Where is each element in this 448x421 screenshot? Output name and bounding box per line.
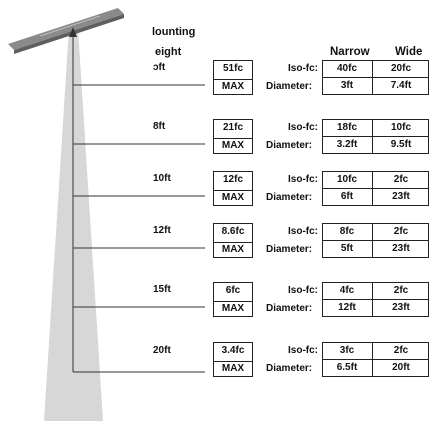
table-bottom-border xyxy=(322,376,429,377)
max-label: MAX xyxy=(214,138,252,151)
mounting-height-label: 20ft xyxy=(153,345,171,356)
iso-fc-label: Iso-fc: xyxy=(288,174,318,185)
diameter-label: Diameter: xyxy=(266,303,313,314)
max-fc-value: 8.6fc xyxy=(221,226,245,237)
table-mid-row-border xyxy=(322,136,429,137)
wide-diameter-value: 20ft xyxy=(392,362,410,373)
wide-diameter-value: 23ft xyxy=(392,191,410,202)
wide-fc-value: 10fc xyxy=(390,122,411,133)
max-fc-value: 3.4fc xyxy=(221,345,245,356)
max-label: MAX xyxy=(214,190,252,203)
max-label: MAX xyxy=(214,79,252,92)
mounting-label-line1: lounting xyxy=(152,26,196,38)
mounting-height-label: ɔft xyxy=(153,62,166,73)
narrow-column-header: Narrow xyxy=(330,46,370,58)
table-bottom-border xyxy=(322,153,429,154)
narrow-fc-value: 3fc xyxy=(339,345,355,356)
table-bottom-border xyxy=(322,94,429,95)
max-fc-box: 12fc MAX xyxy=(213,171,253,206)
diameter-label: Diameter: xyxy=(266,140,313,151)
max-fc-box: 51fc MAX xyxy=(213,60,253,95)
mounting-height-label: 12ft xyxy=(153,225,171,236)
table-top-border xyxy=(322,223,429,224)
max-label: MAX xyxy=(214,242,252,255)
narrow-fc-value: 40fc xyxy=(336,63,357,74)
table-mid-row-border xyxy=(322,299,429,300)
iso-fc-label: Iso-fc: xyxy=(288,63,318,74)
iso-table: 10fc 2fc 6ft 23ft xyxy=(322,171,429,206)
table-mid-row-border xyxy=(322,188,429,189)
max-label: MAX xyxy=(214,301,252,314)
table-bottom-border xyxy=(322,257,429,258)
narrow-diameter-value: 6ft xyxy=(340,191,354,202)
mounting-height-label: 8ft xyxy=(153,121,166,132)
iso-fc-label: Iso-fc: xyxy=(288,285,318,296)
narrow-fc-value: 10fc xyxy=(336,174,357,185)
height-axis-arrow xyxy=(69,27,77,372)
iso-fc-label: Iso-fc: xyxy=(288,345,318,356)
iso-table: 8fc 2fc 5ft 23ft xyxy=(322,223,429,258)
narrow-fc-value: 8fc xyxy=(339,226,355,237)
narrow-diameter-value: 3.2ft xyxy=(336,139,358,150)
wide-fc-value: 2fc xyxy=(393,285,409,296)
wide-diameter-value: 23ft xyxy=(392,243,410,254)
narrow-diameter-value: 3ft xyxy=(340,80,354,91)
narrow-diameter-value: 5ft xyxy=(340,243,354,254)
mounting-label-line2: eight xyxy=(155,46,182,58)
wide-fc-value: 2fc xyxy=(393,174,409,185)
narrow-diameter-value: 12ft xyxy=(338,302,356,313)
mounting-height-label: 15ft xyxy=(153,284,171,295)
max-fc-box: 6fc MAX xyxy=(213,282,253,317)
narrow-fc-value: 18fc xyxy=(336,122,357,133)
table-mid-row-border xyxy=(322,359,429,360)
table-top-border xyxy=(322,171,429,172)
table-top-border xyxy=(322,119,429,120)
iso-fc-label: Iso-fc: xyxy=(288,122,318,133)
table-mid-row-border xyxy=(322,240,429,241)
wide-diameter-value: 7.4ft xyxy=(390,80,412,91)
narrow-fc-value: 4fc xyxy=(339,285,355,296)
max-fc-value: 12fc xyxy=(222,174,243,185)
wide-fc-value: 20fc xyxy=(390,63,411,74)
diameter-label: Diameter: xyxy=(266,192,313,203)
iso-table: 18fc 10fc 3.2ft 9.5ft xyxy=(322,119,429,154)
max-fc-value: 51fc xyxy=(222,63,243,74)
iso-table: 3fc 2fc 6.5ft 20ft xyxy=(322,342,429,377)
iso-table: 4fc 2fc 12ft 23ft xyxy=(322,282,429,317)
table-bottom-border xyxy=(322,316,429,317)
wide-fc-value: 2fc xyxy=(393,226,409,237)
light-fixture-icon xyxy=(8,8,124,54)
narrow-diameter-value: 6.5ft xyxy=(336,362,358,373)
table-top-border xyxy=(322,342,429,343)
table-top-border xyxy=(322,60,429,61)
mounting-height-label: 10ft xyxy=(153,173,171,184)
max-fc-value: 21fc xyxy=(222,122,243,133)
max-label: MAX xyxy=(214,361,252,374)
wide-column-header: Wide xyxy=(395,46,423,58)
diameter-label: Diameter: xyxy=(266,363,313,374)
max-fc-value: 6fc xyxy=(225,285,241,296)
max-fc-box: 3.4fc MAX xyxy=(213,342,253,377)
wide-diameter-value: 9.5ft xyxy=(390,139,412,150)
wide-diameter-value: 23ft xyxy=(392,302,410,313)
wide-fc-value: 2fc xyxy=(393,345,409,356)
table-top-border xyxy=(322,282,429,283)
table-bottom-border xyxy=(322,205,429,206)
iso-fc-label: Iso-fc: xyxy=(288,226,318,237)
iso-table: 40fc 20fc 3ft 7.4ft xyxy=(322,60,429,95)
diameter-label: Diameter: xyxy=(266,81,313,92)
max-fc-box: 8.6fc MAX xyxy=(213,223,253,258)
diameter-label: Diameter: xyxy=(266,244,313,255)
table-mid-row-border xyxy=(322,77,429,78)
max-fc-box: 21fc MAX xyxy=(213,119,253,154)
